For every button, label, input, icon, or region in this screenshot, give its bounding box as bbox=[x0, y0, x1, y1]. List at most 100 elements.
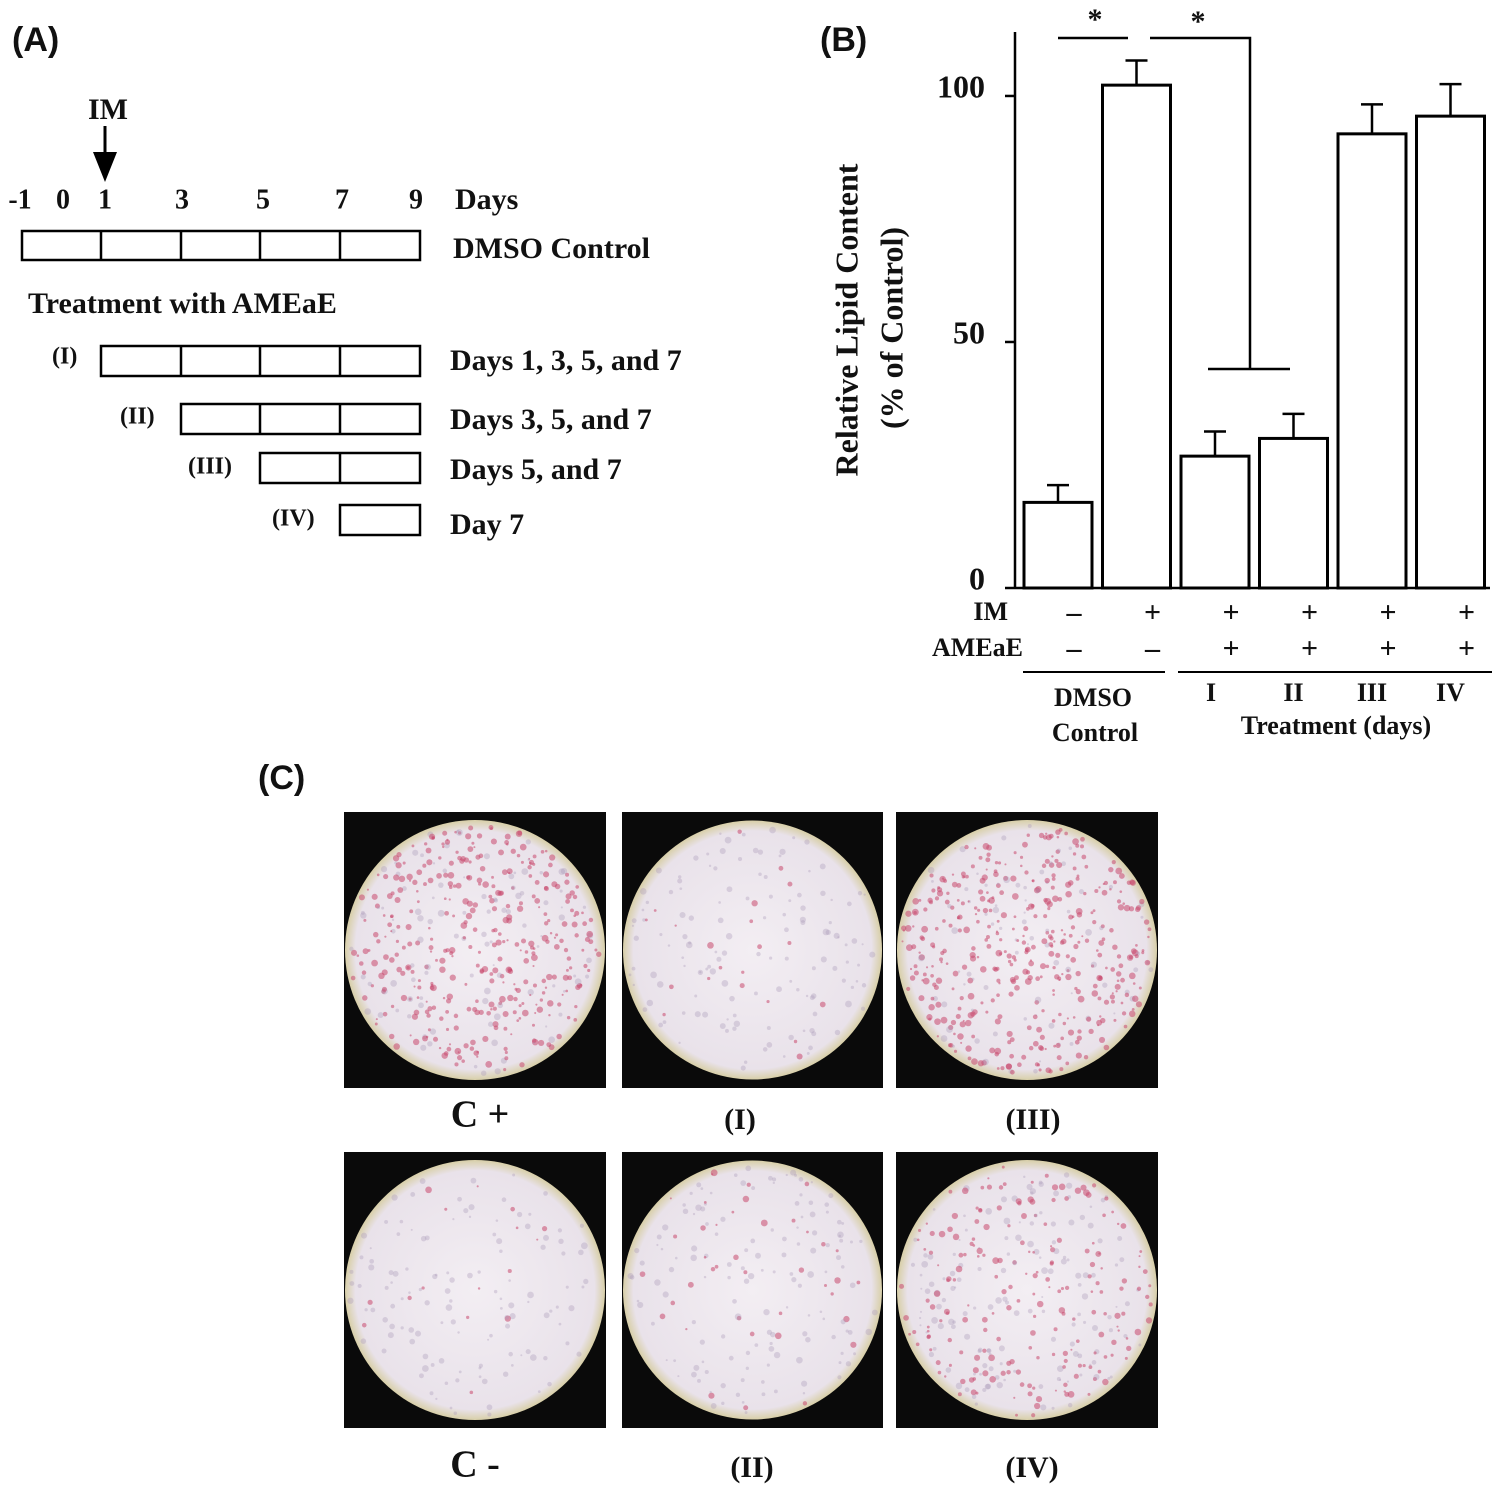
day-label: 5 bbox=[256, 184, 270, 215]
cell bbox=[628, 973, 632, 977]
cell bbox=[639, 1260, 645, 1266]
significance-star: * bbox=[1088, 3, 1103, 36]
cell bbox=[1135, 906, 1141, 912]
cell bbox=[416, 889, 419, 893]
cell bbox=[1041, 1295, 1044, 1299]
cell bbox=[837, 936, 840, 939]
cell bbox=[510, 848, 516, 854]
cell bbox=[1084, 1248, 1090, 1254]
cell bbox=[1113, 880, 1117, 885]
cell bbox=[662, 1291, 669, 1298]
cell bbox=[721, 950, 728, 956]
cell bbox=[497, 932, 502, 936]
cell bbox=[387, 1332, 394, 1339]
cell bbox=[1092, 919, 1097, 925]
cell bbox=[1021, 1213, 1027, 1219]
cell bbox=[1015, 882, 1021, 888]
cell bbox=[498, 1001, 503, 1006]
cell bbox=[958, 1252, 964, 1258]
cell bbox=[588, 917, 594, 923]
cell bbox=[1097, 952, 1103, 958]
cell bbox=[1003, 1217, 1011, 1225]
cell bbox=[974, 847, 977, 850]
cell bbox=[1038, 1256, 1042, 1259]
cell bbox=[963, 926, 970, 934]
cell bbox=[1032, 1314, 1037, 1319]
cell bbox=[655, 867, 662, 874]
cell bbox=[1011, 927, 1015, 931]
cell bbox=[1138, 1255, 1141, 1258]
cell bbox=[416, 869, 423, 876]
cell bbox=[1111, 992, 1114, 995]
cell bbox=[1041, 1309, 1046, 1314]
cell bbox=[487, 1412, 492, 1417]
cell bbox=[989, 1375, 996, 1383]
cell bbox=[563, 947, 569, 953]
cell bbox=[761, 1380, 765, 1384]
cell bbox=[975, 1206, 979, 1210]
cell bbox=[1134, 1328, 1142, 1336]
cell bbox=[501, 869, 508, 875]
cell bbox=[1009, 962, 1014, 967]
cell bbox=[508, 1279, 511, 1282]
day-label: 7 bbox=[335, 184, 349, 215]
cell bbox=[489, 897, 495, 904]
cell bbox=[400, 1326, 404, 1330]
cell bbox=[1088, 1365, 1093, 1370]
cell bbox=[785, 1173, 788, 1177]
cell bbox=[428, 926, 431, 930]
cell bbox=[543, 1191, 548, 1196]
cell bbox=[467, 846, 474, 852]
cell bbox=[419, 996, 424, 1000]
cell bbox=[523, 958, 530, 964]
cell bbox=[503, 1068, 507, 1072]
cell bbox=[1062, 1350, 1068, 1356]
cell bbox=[899, 1283, 905, 1289]
cell bbox=[1044, 877, 1050, 884]
cell bbox=[967, 1056, 972, 1061]
cell bbox=[1027, 1240, 1034, 1248]
cell bbox=[509, 1313, 516, 1320]
cell bbox=[1051, 1019, 1056, 1023]
cell bbox=[819, 863, 826, 870]
cell bbox=[558, 868, 566, 875]
cell bbox=[699, 971, 702, 974]
cell bbox=[558, 1322, 562, 1326]
cell bbox=[1013, 1369, 1017, 1373]
cell bbox=[687, 1281, 694, 1288]
cell bbox=[976, 955, 980, 959]
cell bbox=[1109, 1375, 1113, 1379]
cell bbox=[398, 875, 406, 883]
cell bbox=[1124, 1356, 1128, 1360]
cell bbox=[950, 1324, 956, 1330]
cell bbox=[1055, 829, 1061, 835]
cell bbox=[1061, 973, 1064, 976]
cell bbox=[986, 852, 991, 857]
cell bbox=[982, 1058, 989, 1066]
cell bbox=[708, 1392, 715, 1399]
cell bbox=[928, 1351, 935, 1358]
cell bbox=[929, 1304, 936, 1310]
cell bbox=[1038, 1180, 1043, 1185]
cell bbox=[468, 825, 474, 831]
cell bbox=[811, 966, 816, 971]
cell bbox=[439, 1016, 444, 1021]
cell bbox=[796, 1242, 801, 1246]
cell bbox=[1100, 924, 1105, 929]
cell bbox=[710, 1402, 717, 1409]
cell bbox=[427, 918, 433, 925]
cell bbox=[536, 1006, 544, 1013]
cell bbox=[409, 879, 412, 882]
cell bbox=[463, 876, 466, 879]
cell bbox=[1069, 1341, 1075, 1347]
cell bbox=[1014, 985, 1020, 991]
cell bbox=[931, 888, 936, 893]
cell bbox=[394, 897, 401, 903]
cell bbox=[956, 899, 960, 902]
cell bbox=[998, 952, 1003, 956]
cell bbox=[369, 1247, 372, 1250]
cell bbox=[497, 956, 503, 962]
cell bbox=[521, 938, 527, 944]
cell bbox=[549, 1309, 553, 1313]
cell bbox=[766, 999, 770, 1004]
